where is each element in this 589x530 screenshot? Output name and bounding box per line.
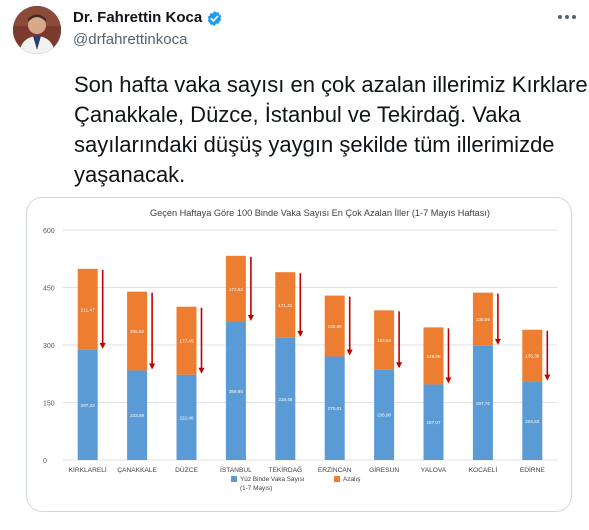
bar-drop [472,292,493,346]
bar-base [127,370,148,460]
data-label: 233,59 [130,413,144,418]
data-label: 222,46 [179,415,193,420]
y-tick-label: 450 [43,286,55,293]
y-tick-label: 600 [43,228,55,235]
legend-swatch [231,476,237,482]
decrease-arrow-head [247,315,254,322]
x-tick-label: GİRESUN [369,465,399,474]
tweet-text: Son hafta vaka sayısı en çok azalan ille… [74,70,589,190]
bar-drop [225,255,246,323]
x-tick-label: ÇANAKKALE [117,467,157,474]
bar-base [77,349,98,460]
data-label: 236,90 [377,413,391,418]
tweet-text-line: sayılarındaki düşüş yaygın şekilde tüm i… [74,132,555,157]
x-tick-label: DÜZCE [175,466,198,474]
data-label: 205,52 [130,329,144,334]
legend-label: Azalış [343,476,360,483]
data-label: 297,76 [476,401,490,406]
decrease-arrow-head [198,367,205,374]
author-handle[interactable]: @drfahrettinkoca [73,31,188,48]
data-label: 177,45 [179,339,193,344]
x-tick-label: ERZİNCAN [318,465,352,474]
bar-drop [77,268,98,350]
tweet-text-line: Çanakkale, Düzce, İstanbul ve Tekirdağ. … [74,102,521,127]
data-label: 359,95 [229,389,243,394]
data-label: 197,07 [426,420,440,425]
data-label: 153,54 [377,338,391,343]
tweet-text-line: yaşanacak. [74,162,186,187]
y-tick-label: 150 [43,401,55,408]
bar-base [225,322,246,460]
data-label: 171,41 [278,303,292,308]
data-label: 270,01 [328,406,342,411]
more-dots-icon[interactable] [556,10,578,24]
bar-base [324,356,345,460]
bar-drop [374,310,395,370]
author-name[interactable]: Dr. Fahrettin Koca [73,9,203,26]
decrease-arrow-head [149,363,156,370]
x-tick-label: KOCAELİ [469,465,498,474]
data-label: 318,48 [278,397,292,402]
avatar-photo [13,6,61,54]
bar-base [275,337,296,460]
decrease-arrow-head [297,330,304,337]
bar-base [522,381,543,460]
decrease-arrow-head [396,362,403,369]
x-tick-label: İSTANBUL [220,465,252,474]
data-label: 158,89 [328,324,342,329]
bar-drop [176,306,197,375]
x-tick-label: TEKİRDAĞ [268,465,302,474]
bar-base [472,345,493,460]
data-label: 211,47 [81,307,95,312]
bar-drop [522,329,543,382]
x-tick-label: YALOVA [421,467,447,474]
bar-drop [324,295,345,357]
x-tick-label: KIRKLARELİ [69,465,107,474]
decrease-arrow-head [445,377,452,384]
legend-label: Yüz Binde Vaka Sayısı [240,476,305,483]
data-label: 204,53 [525,419,539,424]
decrease-arrow-head [494,338,501,345]
avatar[interactable] [13,6,61,54]
tweet-text-line: Son hafta vaka sayısı en çok azalan ille… [74,72,589,97]
bar-chart: Geçen Haftaya Göre 100 Binde Vaka Sayısı… [43,208,557,492]
bar-drop [127,291,148,371]
data-label: 287,23 [81,403,95,408]
data-label: 135,35 [525,354,539,359]
tweet-media-image[interactable]: Geçen Haftaya Göre 100 Binde Vaka Sayısı… [26,197,572,512]
verified-badge-icon [207,11,222,26]
bar-base [176,374,197,460]
chart-title: Geçen Haftaya Göre 100 Binde Vaka Sayısı… [150,208,490,218]
x-tick-label: EDİRNE [520,465,546,474]
legend-label: (1-7 Mayıs) [240,485,272,492]
decrease-arrow-head [544,374,551,381]
y-tick-label: 300 [43,343,55,350]
data-label: 138,89 [476,317,490,322]
bar-drop [275,272,296,338]
bar-base [423,384,444,460]
y-tick-label: 0 [43,458,47,465]
bar-base [374,369,395,460]
data-label: 172,63 [229,287,243,292]
bar-drop [423,327,444,385]
legend-swatch [334,476,340,482]
decrease-arrow-head [99,342,106,349]
data-label: 148,88 [426,354,440,359]
decrease-arrow-head [346,349,353,356]
